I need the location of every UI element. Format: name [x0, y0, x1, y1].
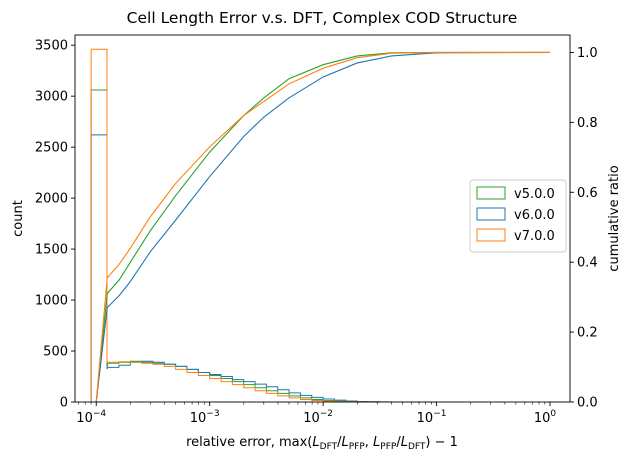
x-tick-exponent: 0 [550, 409, 556, 419]
cumulative-line-v6.0.0 [95, 51, 551, 403]
x-tick-label: 10−2 [303, 409, 333, 426]
x-tick-label: 10−1 [417, 409, 447, 426]
right-y-tick-label: 0.8 [577, 116, 598, 131]
legend-label-v7.0.0: v7.0.0 [514, 229, 555, 244]
right-y-tick-label: 0.2 [577, 326, 598, 341]
left-y-tick-label: 1000 [35, 294, 68, 309]
left-y-tick-label: 2500 [35, 141, 68, 156]
left-y-tick-label: 3500 [35, 39, 68, 54]
left-y-tick-label: 1500 [35, 243, 68, 258]
x-tick-exponent: −4 [93, 409, 107, 419]
left-y-axis: 0 500 1000 1500 2000 2500 3000 3500 [35, 39, 75, 411]
right-y-tick-label: 0.0 [577, 396, 598, 411]
right-y-axis-label: cumulative ratio [607, 165, 622, 271]
x-tick-base: 10 [190, 411, 207, 426]
x-tick-label: 10−3 [190, 409, 220, 426]
left-y-tick-label: 0 [60, 396, 68, 411]
x-tick-base: 10 [534, 411, 551, 426]
x-tick-base: 10 [76, 411, 93, 426]
x-axis-label: relative error, max(LDFT/LPFP, LPFP/LDFT… [186, 435, 458, 452]
cumulative-line-v7.0.0 [95, 51, 551, 403]
chart-title: Cell Length Error v.s. DFT, Complex COD … [127, 9, 518, 27]
legend-frame [469, 179, 567, 253]
legend-swatch-v7.0.0 [476, 228, 506, 242]
right-y-axis: 0.0 0.2 0.4 0.6 0.8 1.0 [570, 46, 598, 411]
x-axis: 10−4 10−3 10−2 10−1 100 [76, 402, 556, 426]
right-y-tick-label: 0.6 [577, 186, 598, 201]
left-y-tick-label: 500 [43, 345, 68, 360]
legend: v5.0.0 v6.0.0 v7.0.0 [469, 179, 567, 253]
x-tick-base: 10 [417, 411, 434, 426]
left-y-tick-label: 2000 [35, 192, 68, 207]
plot-frame [74, 34, 571, 403]
x-tick-exponent: −3 [206, 409, 219, 419]
legend-swatch-v6.0.0 [476, 207, 506, 221]
x-tick-exponent: −1 [433, 409, 446, 419]
left-y-axis-label: count [11, 200, 26, 237]
x-tick-base: 10 [303, 411, 320, 426]
right-y-tick-label: 0.4 [577, 256, 598, 271]
x-tick-label: 10−4 [76, 409, 106, 426]
x-tick-exponent: −2 [320, 409, 333, 419]
legend-label-v6.0.0: v6.0.0 [514, 208, 555, 223]
right-y-tick-label: 1.0 [577, 46, 598, 61]
legend-label-v5.0.0: v5.0.0 [514, 187, 555, 202]
legend-swatch-v5.0.0 [476, 186, 506, 200]
x-tick-label: 100 [534, 409, 557, 426]
plot-marks [90, 48, 551, 403]
left-y-tick-label: 3000 [35, 90, 68, 105]
